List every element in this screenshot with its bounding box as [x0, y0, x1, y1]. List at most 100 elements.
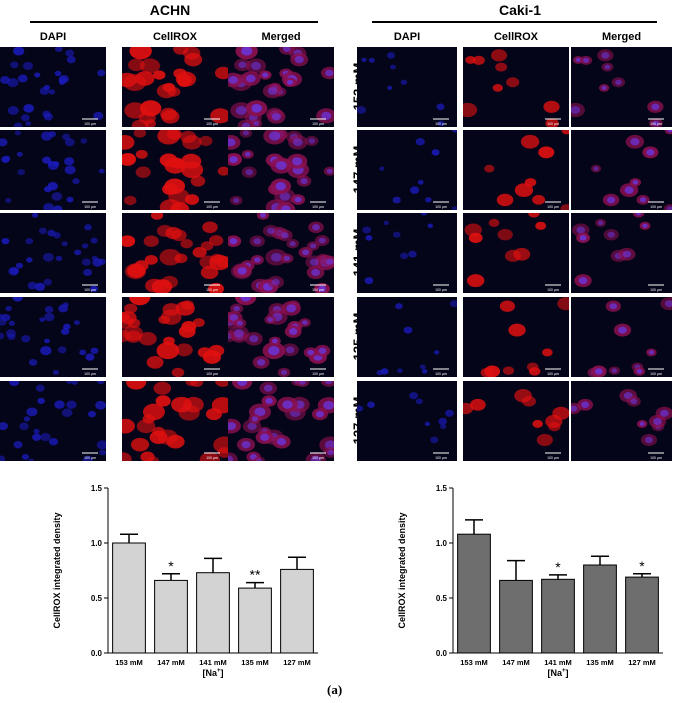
scale-bar-label: 100 µm: [84, 288, 96, 292]
micrograph-cellrox: 100 µm: [122, 297, 228, 377]
y-tick-label: 0.0: [436, 649, 448, 658]
x-tick-label: 127 mM: [628, 658, 656, 667]
micrograph-merged: 100 µm: [228, 297, 334, 377]
micrograph-merged: 100 µm: [571, 130, 672, 210]
micrograph-dapi: 100 µm: [357, 47, 457, 127]
y-axis-label: CellROX integrated density: [52, 512, 62, 628]
x-tick-label: 153 mM: [115, 658, 143, 667]
scale-bar-label: 100 µm: [84, 372, 96, 376]
micrograph-cellrox: 100 µm: [463, 130, 569, 210]
scale-bar-label: 100 µm: [435, 372, 447, 376]
bar-chart-caki: 0.0 0.5 1.0 1.5 CellROX integrated density 15…: [397, 484, 663, 678]
micrograph-dapi: 100 µm: [357, 297, 457, 377]
micrograph-dapi: 100 µm: [357, 381, 457, 461]
scale-bar-label: 100 µm: [650, 372, 662, 376]
scale-bar-label: 100 µm: [84, 205, 96, 209]
scale-bar-label: 100 µm: [435, 288, 447, 292]
scale-bar-label: 100 µm: [547, 456, 559, 460]
y-tick-label: 1.5: [436, 484, 448, 493]
significance-marker: **: [250, 567, 261, 583]
bar-141-mm: [541, 578, 575, 654]
y-tick-label: 0.5: [91, 594, 103, 603]
scale-bar-label: 100 µm: [650, 122, 662, 126]
column-header-merged: Merged: [261, 31, 301, 43]
panel-title-achn: ACHN: [149, 2, 191, 18]
micrograph-cellrox: 100 µm: [122, 213, 228, 293]
bar-147-mm: [499, 579, 533, 654]
column-header-dapi: DAPI: [39, 31, 67, 43]
column-header-cellrox: CellROX: [152, 31, 197, 43]
scale-bar-label: 100 µm: [206, 372, 218, 376]
x-tick-label: 135 mM: [586, 658, 614, 667]
y-axis-label: CellROX integrated density: [397, 512, 407, 628]
micrograph-dapi: 100 µm: [0, 381, 106, 461]
bar-135-mm: [583, 564, 617, 654]
bar-135-mm: [238, 587, 272, 654]
column-header-dapi: DAPI: [393, 31, 421, 43]
bar-chart-achn: 0.0 0.5 1.0 1.5 CellROX integrated density 15…: [52, 484, 318, 678]
scale-bar-label: 100 µm: [650, 456, 662, 460]
y-tick-label: 0.5: [436, 594, 448, 603]
scale-bar-label: 100 µm: [206, 122, 218, 126]
bar-147-mm: [154, 579, 188, 654]
micrograph-cellrox: 100 µm: [463, 47, 569, 127]
panel-rule-caki: [372, 21, 657, 23]
x-axis-label: [Na+]: [202, 668, 223, 678]
scale-bar-label: 100 µm: [312, 456, 324, 460]
micrograph-cellrox: 100 µm: [463, 381, 569, 461]
micrograph-merged: 100 µm: [228, 130, 334, 210]
scale-bar-label: 100 µm: [435, 205, 447, 209]
x-tick-label: 153 mM: [460, 658, 488, 667]
micrograph-merged: 100 µm: [571, 297, 672, 377]
y-tick-label: 1.0: [91, 539, 103, 548]
y-tick-label: 1.0: [436, 539, 448, 548]
micrograph-cellrox: 100 µm: [122, 130, 228, 210]
x-tick-label: 127 mM: [283, 658, 311, 667]
micrograph-merged: 100 µm: [228, 381, 334, 461]
scale-bar-label: 100 µm: [312, 205, 324, 209]
micrograph-cellrox: 100 µm: [122, 381, 228, 461]
x-tick-label: 135 mM: [241, 658, 269, 667]
micrograph-dapi: 100 µm: [0, 47, 106, 127]
scale-bar-label: 100 µm: [547, 372, 559, 376]
scale-bar-label: 100 µm: [650, 205, 662, 209]
scale-bar-label: 100 µm: [206, 288, 218, 292]
significance-marker: *: [555, 559, 561, 575]
x-tick-label: 141 mM: [199, 658, 227, 667]
scale-bar-label: 100 µm: [84, 122, 96, 126]
micrograph-dapi: 100 µm: [357, 213, 457, 293]
micrograph-merged: 100 µm: [571, 213, 672, 293]
scale-bar-label: 100 µm: [84, 456, 96, 460]
bar-141-mm: [196, 572, 230, 654]
micrograph-dapi: 100 µm: [357, 130, 457, 210]
scale-bar-label: 100 µm: [547, 205, 559, 209]
scale-bar-label: 100 µm: [206, 205, 218, 209]
scale-bar-label: 100 µm: [650, 288, 662, 292]
micrograph-merged: 100 µm: [571, 381, 672, 461]
micrograph-merged: 100 µm: [571, 47, 672, 127]
micrograph-cellrox: 100 µm: [463, 297, 569, 377]
panel-title-caki: Caki-1: [498, 2, 542, 18]
micrograph-cellrox: 100 µm: [122, 47, 228, 127]
bar-153-mm: [112, 542, 146, 654]
scale-bar-label: 100 µm: [547, 288, 559, 292]
y-tick-label: 1.5: [91, 484, 103, 493]
bar-153-mm: [457, 533, 491, 654]
y-tick-label: 0.0: [91, 649, 103, 658]
column-header-cellrox: CellROX: [493, 31, 538, 43]
micrograph-cellrox: 100 µm: [463, 213, 569, 293]
scale-bar-label: 100 µm: [547, 122, 559, 126]
micrograph-dapi: 100 µm: [0, 130, 106, 210]
x-tick-label: 141 mM: [544, 658, 572, 667]
micrograph-dapi: 100 µm: [0, 297, 106, 377]
x-tick-label: 147 mM: [157, 658, 185, 667]
significance-marker: *: [639, 558, 645, 574]
scale-bar-label: 100 µm: [435, 122, 447, 126]
x-tick-label: 147 mM: [502, 658, 530, 667]
figure-label: (a): [327, 682, 343, 697]
micrograph-merged: 100 µm: [228, 213, 334, 293]
scale-bar-label: 100 µm: [312, 122, 324, 126]
x-axis-label: [Na+]: [547, 668, 568, 678]
panel-rule-achn: [30, 21, 318, 23]
micrograph-merged: 100 µm: [228, 47, 334, 127]
